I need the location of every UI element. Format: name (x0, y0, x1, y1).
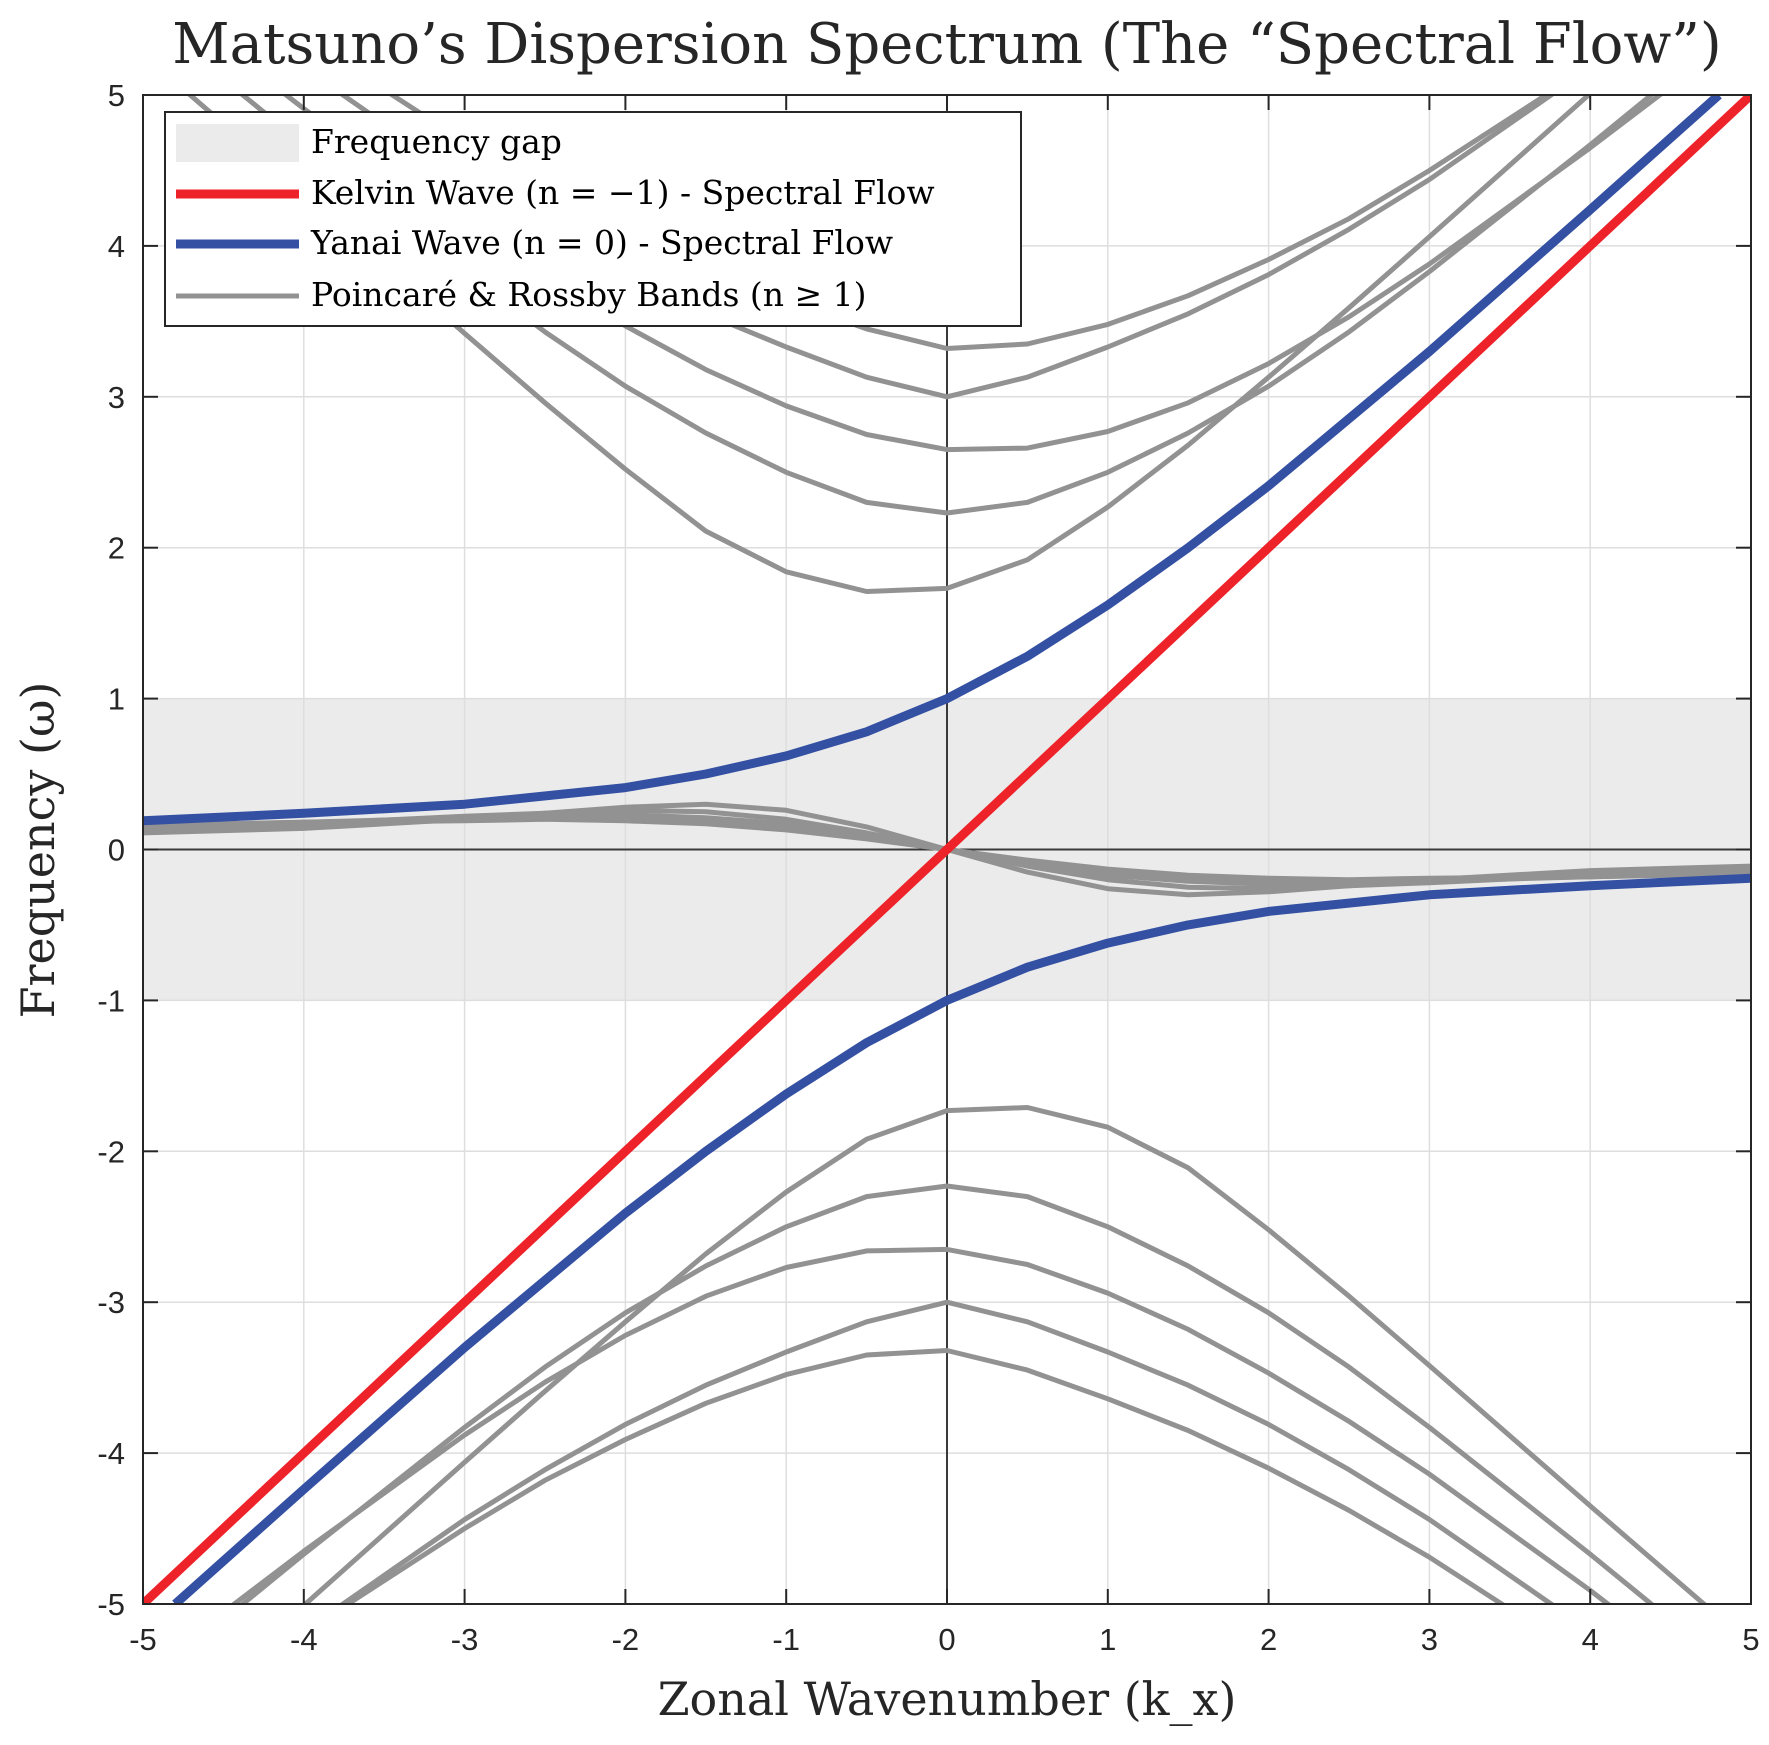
chart-title: Matsuno’s Dispersion Spectrum (The “Spec… (172, 12, 1721, 77)
y-axis-label-text: Frequency (ω) (11, 682, 65, 1019)
y-tick-label: 1 (108, 682, 125, 717)
poincare-lower-n3 (230, 1246, 1612, 1604)
poincare-rossby-layer (143, 95, 1751, 1604)
y-tick-label: -1 (97, 983, 125, 1018)
x-tick-label: 2 (1260, 1622, 1277, 1657)
yanai-wave-branch-lower (172, 873, 1751, 1604)
poincare-lower-n1 (301, 1105, 1708, 1604)
legend-box (164, 111, 1022, 327)
y-tick-label: 2 (108, 531, 125, 566)
legend-label-poincare-rossby: Poincaré & Rossby Bands (n ≥ 1) (311, 275, 867, 314)
x-tick-label: -2 (612, 1622, 640, 1657)
plot-area (142, 94, 1752, 1605)
y-tick-label: 5 (108, 78, 125, 113)
poincare-upper-n1 (186, 95, 1593, 594)
x-tick-label: 3 (1421, 1622, 1438, 1657)
yanai-wave-branch-upper (143, 95, 1722, 826)
x-tick-labels: -5 -4 -3 -2 -1 0 1 2 3 4 5 (129, 1622, 1759, 1657)
x-tick-label: 0 (938, 1622, 955, 1657)
spectral-flow-layer (143, 95, 1751, 1604)
legend-label-yanai: Yanai Wave (n = 0) - Spectral Flow (310, 223, 893, 262)
x-tick-label: -4 (290, 1622, 318, 1657)
poincare-lower-n4 (338, 1299, 1556, 1604)
y-tick-label: -4 (97, 1436, 125, 1471)
legend-label-frequency-gap: Frequency gap (311, 122, 562, 161)
legend-swatch-frequency-gap (176, 124, 299, 162)
x-axis-label: Zonal Wavenumber (k_x) (658, 1672, 1237, 1726)
kelvin-wave-line (143, 95, 1751, 1604)
poincare-lower-n2 (238, 1183, 1656, 1604)
tick-marks (142, 94, 1752, 1605)
x-tick-label: 5 (1742, 1622, 1759, 1657)
y-tick-label: -5 (97, 1587, 125, 1622)
y-axis-label: Frequency (ω) (11, 682, 65, 1019)
y-tick-label: 0 (108, 833, 125, 868)
poincare-lower-n5 (343, 1348, 1507, 1604)
legend: Frequency gap Kelvin Wave (n = −1) - Spe… (164, 111, 1022, 327)
x-tick-label: 4 (1582, 1622, 1599, 1657)
x-tick-label: -1 (772, 1622, 800, 1657)
y-tick-label: 4 (108, 229, 125, 264)
x-axis-label-text: Zonal Wavenumber (k_x) (658, 1672, 1237, 1726)
x-tick-label: -5 (129, 1622, 157, 1657)
legend-label-kelvin: Kelvin Wave (n = −1) - Spectral Flow (311, 173, 935, 212)
y-tick-labels: -5 -4 -3 -2 -1 0 1 2 3 4 5 (97, 78, 125, 1622)
y-tick-label: -2 (97, 1134, 125, 1169)
y-tick-label: -3 (97, 1285, 125, 1320)
x-tick-label: -3 (451, 1622, 479, 1657)
x-tick-label: 1 (1099, 1622, 1116, 1657)
y-tick-label: 3 (108, 380, 125, 415)
